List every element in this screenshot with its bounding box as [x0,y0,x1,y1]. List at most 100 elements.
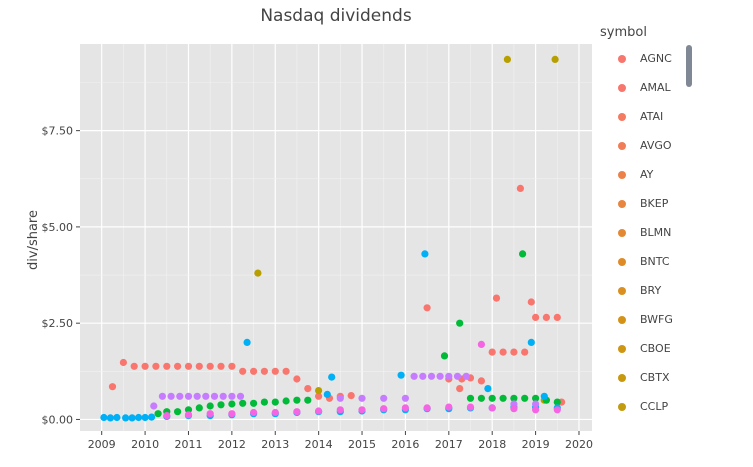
data-point[interactable] [532,406,540,414]
data-point[interactable] [488,348,496,356]
data-point[interactable] [108,383,117,391]
data-point[interactable] [419,372,427,380]
data-point[interactable] [315,392,323,400]
data-point[interactable] [154,410,162,418]
data-point[interactable] [150,402,158,410]
data-point[interactable] [315,387,323,395]
data-point[interactable] [228,362,236,370]
data-point[interactable] [184,411,193,419]
data-point[interactable] [553,406,561,414]
data-point[interactable] [551,55,559,64]
data-point[interactable] [293,396,301,404]
data-point[interactable] [206,410,214,418]
data-point[interactable] [484,385,492,393]
data-point[interactable] [488,404,496,412]
data-point[interactable] [521,348,529,356]
data-point[interactable] [336,394,344,402]
legend-item[interactable]: BRY [598,276,708,305]
data-point[interactable] [176,392,184,400]
data-point[interactable] [553,398,561,406]
data-point[interactable] [477,394,485,402]
data-point[interactable] [519,250,527,258]
legend-item[interactable]: AGNC [598,44,708,73]
data-point[interactable] [260,367,268,375]
data-point[interactable] [243,338,251,346]
data-point[interactable] [456,385,464,393]
data-point[interactable] [113,413,121,422]
data-point[interactable] [119,358,127,367]
data-point[interactable] [193,392,201,400]
data-point[interactable] [167,392,175,400]
data-point[interactable] [421,250,429,258]
data-point[interactable] [271,398,279,406]
data-point[interactable] [477,340,485,348]
data-point[interactable] [358,406,366,414]
data-point[interactable] [503,55,511,64]
data-point[interactable] [239,399,247,407]
data-point[interactable] [148,413,156,421]
data-point[interactable] [141,362,149,370]
data-point[interactable] [282,367,290,375]
data-point[interactable] [445,372,453,380]
data-point[interactable] [217,401,225,409]
data-point[interactable] [527,298,535,306]
data-point[interactable] [228,400,236,408]
data-point[interactable] [304,385,312,393]
data-point[interactable] [293,375,301,383]
data-point[interactable] [336,406,344,414]
legend-scrollbar[interactable] [686,45,692,87]
data-point[interactable] [315,407,323,415]
data-point[interactable] [423,304,431,312]
data-point[interactable] [250,367,258,375]
data-point[interactable] [440,352,449,360]
data-point[interactable] [532,394,540,402]
data-point[interactable] [184,362,193,370]
data-point[interactable] [401,404,409,412]
data-point[interactable] [401,394,409,402]
data-point[interactable] [135,413,143,422]
data-point[interactable] [100,413,108,422]
data-point[interactable] [499,348,507,356]
data-point[interactable] [236,392,245,400]
data-point[interactable] [510,394,518,402]
data-point[interactable] [358,394,366,402]
data-point[interactable] [228,410,236,418]
legend-item[interactable]: ATAI [598,102,708,131]
data-point[interactable] [540,392,548,400]
data-point[interactable] [206,362,214,370]
data-point[interactable] [271,367,279,375]
data-point[interactable] [202,392,210,400]
data-point[interactable] [163,362,171,370]
data-point[interactable] [380,394,388,402]
data-point[interactable] [436,372,444,380]
data-point[interactable] [532,400,540,408]
legend-item[interactable]: AMAL [598,73,708,102]
data-point[interactable] [217,362,225,370]
data-point[interactable] [466,394,475,402]
data-point[interactable] [128,414,136,422]
legend-item[interactable]: AY [598,160,708,189]
data-point[interactable] [347,392,355,400]
data-point[interactable] [206,402,214,410]
data-point[interactable] [106,414,114,422]
data-point[interactable] [521,394,529,402]
data-point[interactable] [492,294,501,302]
data-point[interactable] [158,392,166,400]
data-point[interactable] [195,362,203,370]
data-point[interactable] [410,372,418,380]
data-point[interactable] [380,405,388,413]
data-point[interactable] [228,392,236,400]
data-point[interactable] [250,408,258,417]
legend-item[interactable]: CBOE [598,334,708,363]
data-point[interactable] [219,392,227,400]
data-point[interactable] [195,404,203,412]
data-point[interactable] [122,414,130,422]
data-point[interactable] [477,377,485,385]
data-point[interactable] [499,394,507,402]
legend-item[interactable]: CBTX [598,363,708,392]
data-point[interactable] [184,406,193,414]
data-point[interactable] [239,367,247,375]
data-point[interactable] [174,362,182,370]
data-point[interactable] [510,405,518,413]
legend-item[interactable]: BWFG [598,305,708,334]
